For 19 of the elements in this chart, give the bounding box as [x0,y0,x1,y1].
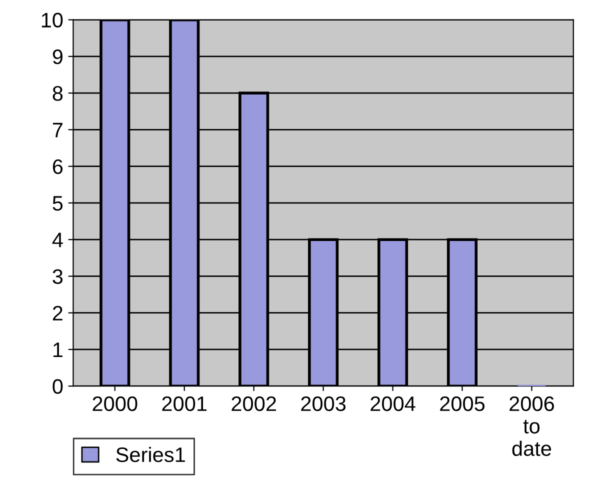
y-tick-label: 6 [52,159,63,174]
y-tick-label: 9 [52,49,62,64]
x-tick-label: 2002 [232,396,276,412]
y-tick-label: 0 [52,379,63,394]
y-tick-label: 2 [52,306,62,320]
y-tick-label: 5 [52,196,63,211]
x-tick-label: 2004 [370,396,416,412]
y-tick-label: 8 [52,86,63,101]
x-tick-label: 2003 [301,396,346,412]
x-tick-label: 2005 [440,396,485,412]
y-tick-label: 7 [52,122,62,138]
y-tick-label: 3 [52,269,63,284]
y-tick-label: 10 [42,12,63,28]
legend-label: Series1 [116,446,185,462]
x-tick-label: 2006 to date [510,396,554,456]
x-tick-label: 2001 [162,396,207,412]
y-tick-label: 1 [53,342,62,358]
x-tick-label: 2000 [92,396,138,412]
y-tick-label: 4 [52,232,63,248]
